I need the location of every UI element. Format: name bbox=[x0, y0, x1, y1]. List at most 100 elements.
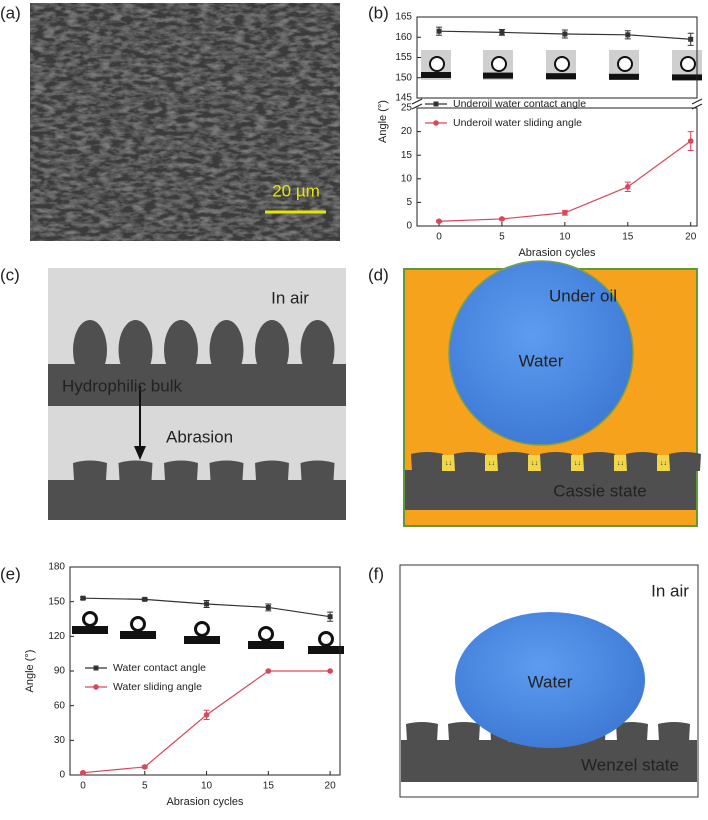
marker bbox=[327, 614, 333, 620]
inset-drop bbox=[82, 611, 98, 627]
y-tick-label: 120 bbox=[48, 631, 65, 642]
marker bbox=[624, 184, 631, 190]
panel-label: (b) bbox=[368, 3, 389, 22]
arrows: ↓↓ bbox=[488, 460, 495, 467]
marker bbox=[499, 216, 505, 222]
arrows: ↓↓ bbox=[617, 460, 624, 467]
legend-marker bbox=[433, 120, 439, 126]
marker bbox=[687, 138, 694, 144]
y-tick-label: 150 bbox=[395, 72, 412, 83]
marker bbox=[562, 209, 568, 216]
inset-drop bbox=[258, 626, 274, 642]
inset-drop bbox=[318, 631, 334, 647]
marker bbox=[327, 668, 333, 674]
panel-label: (a) bbox=[0, 3, 21, 22]
marker bbox=[562, 31, 568, 37]
inset-drop bbox=[491, 56, 507, 72]
marker bbox=[625, 32, 631, 38]
y-tick-label: 0 bbox=[59, 770, 65, 781]
y-tick-label: 30 bbox=[54, 735, 66, 746]
inset bbox=[308, 646, 344, 654]
pillar bbox=[626, 452, 658, 471]
pillar bbox=[616, 722, 648, 741]
panel-label: (d) bbox=[368, 265, 389, 284]
inset bbox=[248, 641, 284, 649]
arrows: ↓↓ bbox=[445, 460, 452, 467]
x-axis-label: Abrasion cycles bbox=[166, 796, 244, 808]
x-tick-label: 10 bbox=[559, 232, 571, 243]
legend-label: Water sliding angle bbox=[113, 681, 202, 693]
diagram-text: In air bbox=[271, 288, 309, 307]
axis-break bbox=[691, 98, 703, 110]
marker bbox=[436, 28, 442, 34]
inset bbox=[546, 73, 576, 80]
pillar bbox=[255, 460, 289, 480]
marker bbox=[204, 601, 210, 607]
y-axis-label: Angle (°) bbox=[377, 100, 389, 143]
y-tick-label: 160 bbox=[395, 32, 412, 43]
y-tick-label: 165 bbox=[395, 12, 412, 23]
y-tick-label: 15 bbox=[401, 150, 413, 161]
panel-label: (c) bbox=[0, 265, 20, 284]
pillar bbox=[658, 722, 690, 741]
inset-drop bbox=[554, 56, 570, 72]
oil-pocket bbox=[485, 455, 498, 471]
x-tick-label: 5 bbox=[499, 232, 505, 243]
x-tick-label: 15 bbox=[263, 781, 275, 792]
legend-label: Underoil water contact angle bbox=[453, 98, 586, 110]
inset-drop bbox=[617, 56, 633, 72]
pillar bbox=[73, 460, 107, 480]
pillar bbox=[411, 452, 443, 471]
marker bbox=[80, 769, 86, 776]
marker bbox=[499, 29, 505, 35]
oil-pocket bbox=[614, 455, 627, 471]
x-tick-label: 10 bbox=[201, 781, 213, 792]
x-tick-label: 15 bbox=[622, 232, 634, 243]
diagram-text: Under oil bbox=[549, 286, 617, 305]
legend-label: Water contact angle bbox=[113, 662, 206, 674]
y-tick-label: 10 bbox=[401, 173, 413, 184]
inset bbox=[184, 636, 220, 644]
legend-marker bbox=[93, 684, 99, 690]
pillar bbox=[448, 722, 480, 741]
y-tick-label: 25 bbox=[401, 103, 413, 114]
oil-pocket bbox=[657, 455, 670, 471]
pillar bbox=[209, 320, 244, 380]
y-tick-label: 0 bbox=[406, 221, 412, 232]
pillar bbox=[209, 460, 244, 480]
oil-pocket bbox=[528, 455, 541, 471]
diagram-text: In air bbox=[651, 581, 689, 600]
diagram-text: Water bbox=[528, 672, 573, 691]
y-tick-label: 5 bbox=[406, 197, 412, 208]
y-tick-label: 90 bbox=[54, 666, 66, 677]
y-tick-label: 155 bbox=[395, 52, 412, 63]
plot-frame bbox=[416, 107, 698, 227]
diagram-wenzel: In air Water Wenzel state bbox=[399, 564, 699, 798]
panel-label: (e) bbox=[0, 564, 21, 583]
pillar bbox=[118, 460, 153, 480]
legend-label: Underoil water sliding angle bbox=[453, 117, 582, 129]
marker bbox=[265, 668, 272, 674]
pillar bbox=[73, 320, 107, 380]
x-axis-label: Abrasion cycles bbox=[518, 247, 596, 259]
series-line bbox=[438, 140, 692, 222]
arrows: ↓↓ bbox=[660, 460, 667, 467]
droplet-insets bbox=[72, 50, 702, 654]
diagram-under-oil: ↓↓ ↓↓ ↓↓ ↓↓ ↓↓ ↓↓ Under oil Water Cassie stat… bbox=[403, 260, 701, 527]
y-tick-label: 180 bbox=[48, 562, 65, 573]
diagram-text: Abrasion bbox=[166, 427, 233, 446]
inset-drop bbox=[130, 616, 146, 632]
arrows: ↓↓ bbox=[574, 460, 581, 467]
inset-drop bbox=[680, 56, 696, 72]
marker bbox=[436, 218, 442, 225]
inset bbox=[72, 626, 108, 634]
pillar bbox=[583, 452, 615, 471]
marker bbox=[142, 596, 148, 602]
pillar bbox=[300, 320, 335, 380]
scale-label: 20 µm bbox=[272, 181, 320, 200]
marker bbox=[141, 764, 148, 770]
x-tick-label: 20 bbox=[325, 781, 337, 792]
marker bbox=[80, 595, 86, 601]
y-tick-label: 60 bbox=[54, 700, 66, 711]
